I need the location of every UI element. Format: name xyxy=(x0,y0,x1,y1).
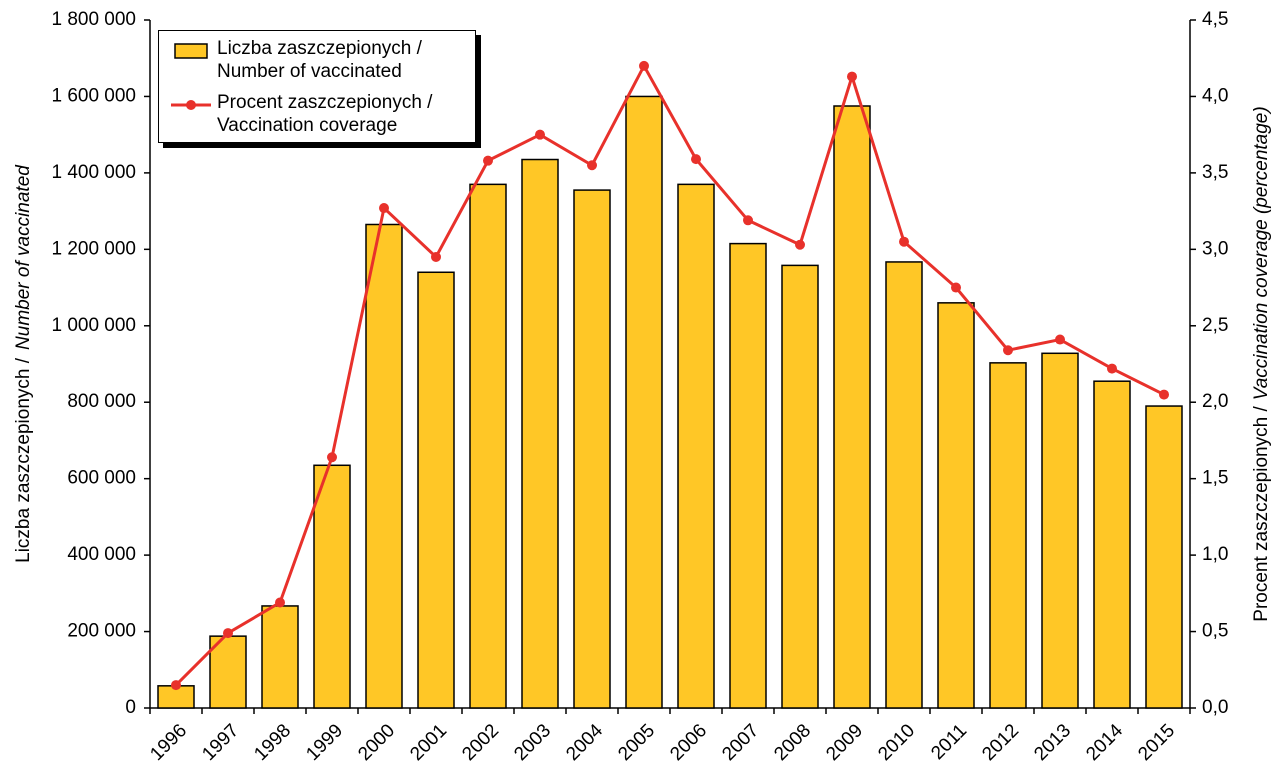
point xyxy=(431,251,441,262)
x-tick-label: 2005 xyxy=(614,720,659,765)
x-tick-label: 2006 xyxy=(666,720,711,765)
y2-tick-label: 3,5 xyxy=(1202,162,1228,183)
point xyxy=(275,597,285,608)
bar xyxy=(261,605,299,709)
y2-axis-label: Procent zaszczepionych / Vaccination cove… xyxy=(1251,106,1272,621)
x-tick-label: 2013 xyxy=(1030,720,1075,765)
bar xyxy=(729,242,767,709)
point xyxy=(587,160,597,171)
x-tick-label: 2004 xyxy=(562,720,607,765)
y2-tick-label: 3,0 xyxy=(1202,238,1228,259)
point xyxy=(171,680,181,691)
y-tick-label: 400 000 xyxy=(67,544,136,565)
x-tick-label: 2001 xyxy=(406,720,451,765)
point xyxy=(639,60,649,71)
y2-tick-label: 2,0 xyxy=(1202,391,1228,412)
y2-label-en: Vaccination coverage (percentage) xyxy=(1251,106,1272,400)
y-tick-label: 800 000 xyxy=(67,391,136,412)
y2-tick-label: 0,0 xyxy=(1202,697,1228,718)
point xyxy=(1003,345,1013,356)
bar xyxy=(521,158,559,709)
y-tick-label: 600 000 xyxy=(67,468,136,489)
point xyxy=(483,155,493,166)
point xyxy=(223,628,233,639)
legend-swatch xyxy=(171,100,211,110)
x-tick-label: 2000 xyxy=(354,720,399,765)
y2-tick-label: 4,0 xyxy=(1202,85,1228,106)
y-tick-label: 1 400 000 xyxy=(51,162,136,183)
y-tick-label: 1 600 000 xyxy=(51,85,136,106)
x-tick-label: 1996 xyxy=(146,720,191,765)
bar xyxy=(1041,352,1079,709)
y-tick-label: 1 200 000 xyxy=(51,238,136,259)
bar xyxy=(469,183,507,709)
y2-tick-label: 0,5 xyxy=(1202,621,1228,642)
x-tick-label: 2002 xyxy=(458,720,503,765)
x-tick-label: 1997 xyxy=(198,720,243,765)
legend-swatch-dot xyxy=(186,100,196,110)
y2-tick-label: 2,5 xyxy=(1202,315,1228,336)
legend-swatch xyxy=(174,43,208,59)
x-tick-label: 2007 xyxy=(718,720,763,765)
y-tick-label: 1 000 000 xyxy=(51,315,136,336)
point xyxy=(951,282,961,293)
bar xyxy=(625,95,663,709)
legend: Liczba zaszczepionych / Number of vaccin… xyxy=(158,30,476,143)
bar xyxy=(781,264,819,709)
point xyxy=(795,239,805,250)
legend-label: Procent zaszczepionych / Vaccination cov… xyxy=(217,92,433,136)
bar xyxy=(573,189,611,709)
x-tick-label: 2014 xyxy=(1082,720,1127,765)
point xyxy=(899,236,909,247)
bar xyxy=(885,261,923,709)
y-label-en: Number of vaccinated xyxy=(13,164,34,350)
bar xyxy=(937,302,975,709)
y2-tick-label: 4,5 xyxy=(1202,9,1228,30)
bar xyxy=(1145,405,1183,709)
x-tick-label: 1999 xyxy=(302,720,347,765)
x-tick-label: 2008 xyxy=(770,720,815,765)
x-tick-label: 2012 xyxy=(978,720,1023,765)
point xyxy=(379,203,389,214)
x-tick-label: 2009 xyxy=(822,720,867,765)
bar xyxy=(365,223,403,709)
y2-tick-label: 1,5 xyxy=(1202,468,1228,489)
point xyxy=(327,452,337,463)
bar xyxy=(677,183,715,709)
point xyxy=(1107,363,1117,374)
point xyxy=(1055,334,1065,345)
y-tick-label: 0 xyxy=(125,697,136,718)
x-tick-label: 2015 xyxy=(1134,720,1179,765)
point xyxy=(847,71,857,82)
legend-label: Liczba zaszczepionych / Number of vaccin… xyxy=(217,38,422,82)
x-tick-label: 1998 xyxy=(250,720,295,765)
bar xyxy=(313,464,351,709)
legend-swatch-bar xyxy=(174,43,208,59)
bar xyxy=(833,105,871,709)
y2-label-pl: Procent zaszczepionych / xyxy=(1251,406,1272,622)
x-tick-label: 2010 xyxy=(874,720,919,765)
point xyxy=(743,215,753,226)
line xyxy=(174,62,1165,687)
y-label-pl: Liczba zaszczepionych / xyxy=(13,357,34,563)
x-tick-label: 2011 xyxy=(927,720,971,764)
y-tick-label: 200 000 xyxy=(67,621,136,642)
y2-tick-label: 1,0 xyxy=(1202,544,1228,565)
y-axis-label: Liczba zaszczepionych / Number of vaccina… xyxy=(13,164,34,563)
point xyxy=(691,154,701,165)
bar xyxy=(1093,380,1131,709)
y-tick-label: 1 800 000 xyxy=(51,9,136,30)
bar xyxy=(417,271,455,709)
x-tick-label: 2003 xyxy=(510,720,555,765)
bar xyxy=(989,362,1027,709)
point xyxy=(535,129,545,140)
point xyxy=(1159,389,1169,400)
